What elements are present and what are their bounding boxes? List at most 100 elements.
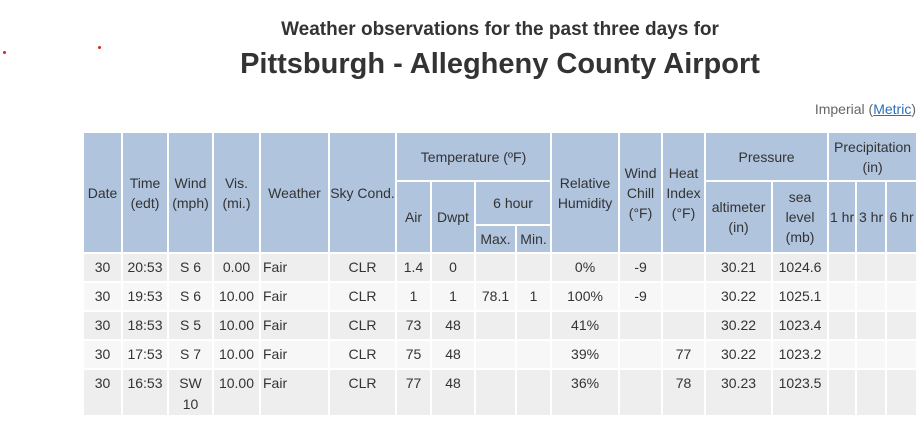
table-cell: 0 (432, 254, 474, 281)
units-switch: Imperial (Metric) (815, 101, 916, 117)
table-cell: 17:53 (123, 341, 167, 368)
header-cell: 6 hour (476, 182, 551, 224)
table-body: 30 20:53 S 6 0.00 Fair CLR 1.4 0 0% -9 30.21 1024.6… (84, 254, 916, 415)
title: Pittsburgh - Allegheny County Airport (240, 48, 760, 80)
table-cell: 1023.5 (773, 370, 828, 415)
header-cell: Max. (476, 226, 515, 252)
header-cell: 3 hr (857, 182, 886, 252)
table-cell: 39% (552, 341, 619, 368)
table-cell: Fair (261, 254, 328, 281)
table-row: 30 18:53 S 5 10.00 Fair CLR 73 48 41% 30.22 1023.4 (84, 312, 916, 339)
table-cell: 1 (432, 283, 474, 310)
table-cell (517, 370, 551, 415)
table-cell: 10.00 (214, 341, 259, 368)
table-cell (620, 312, 662, 339)
table-cell: 1 (397, 283, 430, 310)
table-cell (476, 370, 515, 415)
header-cell: Air (397, 182, 430, 252)
header-cell: Sky Cond. (330, 133, 395, 252)
table-cell: 30.22 (706, 341, 772, 368)
table-cell: 30 (84, 312, 121, 339)
table-row: 30 16:53 SW 10 10.00 Fair CLR 77 48 36% 78 30.23 10… (84, 370, 916, 415)
table-cell: Fair (261, 283, 328, 310)
table-cell (829, 370, 856, 415)
table-cell (857, 312, 886, 339)
table-cell: Fair (261, 312, 328, 339)
table-cell: 78 (663, 370, 705, 415)
header-cell: Wind Chill (°F) (620, 133, 662, 252)
header-cell: Vis. (mi.) (214, 133, 259, 252)
table-cell: Fair (261, 370, 328, 415)
table-cell: 73 (397, 312, 430, 339)
table-cell: 30 (84, 283, 121, 310)
table-cell: 19:53 (123, 283, 167, 310)
table-cell: 41% (552, 312, 619, 339)
table-cell (829, 283, 856, 310)
header-cell: Date (84, 133, 121, 252)
header-cell: Wind (mph) (169, 133, 212, 252)
table-cell: -9 (620, 254, 662, 281)
table-cell: 30.23 (706, 370, 772, 415)
header-cell: Precipitation (in) (829, 133, 916, 180)
table-cell (857, 341, 886, 368)
table-cell: Fair (261, 341, 328, 368)
table-cell: 1 (517, 283, 551, 310)
header-cell: Pressure (706, 133, 828, 180)
table-cell (517, 312, 551, 339)
table-cell: 75 (397, 341, 430, 368)
header-cell: Temperature (ºF) (397, 133, 551, 180)
table-row: 30 19:53 S 6 10.00 Fair CLR 1 1 78.1 1 100% -9 30.22… (84, 283, 916, 310)
table-cell: SW 10 (169, 370, 212, 415)
table-cell: CLR (330, 370, 395, 415)
table-cell: 10.00 (214, 283, 259, 310)
metric-link[interactable]: Metric (873, 101, 912, 117)
table-cell: -9 (620, 283, 662, 310)
table-cell (517, 341, 551, 368)
table-cell (857, 370, 886, 415)
table-cell: 0% (552, 254, 619, 281)
decor-dot (98, 46, 101, 49)
table-cell: 77 (663, 341, 705, 368)
table-cell (887, 370, 916, 415)
table-cell (829, 254, 856, 281)
header-cell: altimeter (in) (706, 182, 772, 252)
table-cell (476, 254, 515, 281)
table-cell: 16:53 (123, 370, 167, 415)
units-current: Imperial ( (814, 101, 874, 117)
table-cell: 30 (84, 341, 121, 368)
table-cell: S 7 (169, 341, 212, 368)
header-cell: Min. (517, 226, 551, 252)
table-cell (857, 283, 886, 310)
table-cell: 1023.2 (773, 341, 828, 368)
table-cell (620, 370, 662, 415)
table-cell: 1024.6 (773, 254, 828, 281)
table-cell: CLR (330, 283, 395, 310)
table-row: 30 17:53 S 7 10.00 Fair CLR 75 48 39% 77 30.22 1023… (84, 341, 916, 368)
table-cell: 1023.4 (773, 312, 828, 339)
table-cell (829, 312, 856, 339)
table-cell: 20:53 (123, 254, 167, 281)
observations-table: Date Time (edt) Wind (mph) Vis. (mi.) We… (82, 131, 916, 417)
table-cell (663, 283, 705, 310)
table-cell: CLR (330, 341, 395, 368)
table-cell: 36% (552, 370, 619, 415)
header-cell: sea level (mb) (773, 182, 828, 252)
table-cell: 77 (397, 370, 430, 415)
table-cell (887, 312, 916, 339)
header-cell: Time (edt) (123, 133, 167, 252)
table-cell: 30.21 (706, 254, 772, 281)
table-cell: 30 (84, 254, 121, 281)
table-cell (857, 254, 886, 281)
table-cell: 48 (432, 341, 474, 368)
table-cell (829, 341, 856, 368)
table-cell (887, 341, 916, 368)
table-row: 30 20:53 S 6 0.00 Fair CLR 1.4 0 0% -9 30.21 1024.6 (84, 254, 916, 281)
table-cell: S 6 (169, 254, 212, 281)
table-cell (663, 254, 705, 281)
units-close: ) (911, 101, 916, 117)
table-cell (620, 341, 662, 368)
table-cell: CLR (330, 312, 395, 339)
table-cell: S 5 (169, 312, 212, 339)
decor-dot (3, 51, 6, 54)
table-cell: 78.1 (476, 283, 515, 310)
